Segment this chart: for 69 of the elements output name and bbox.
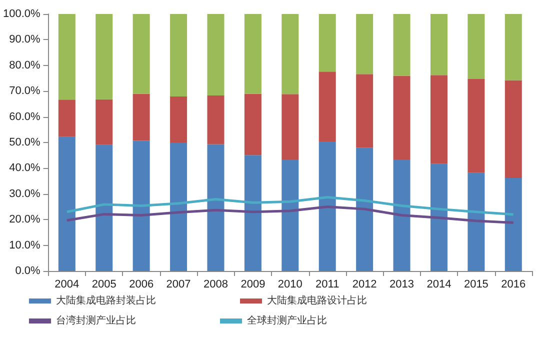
bar bbox=[468, 172, 485, 271]
bar bbox=[96, 14, 113, 100]
bar bbox=[468, 79, 485, 173]
y-tick-label: 20.0% bbox=[9, 214, 41, 226]
x-tick-label: 2011 bbox=[316, 278, 340, 290]
y-tick-label: 50.0% bbox=[9, 136, 41, 148]
bar bbox=[318, 141, 336, 271]
y-tick-label: 40.0% bbox=[9, 162, 41, 174]
x-tick-label: 2004 bbox=[54, 278, 80, 290]
bar bbox=[132, 94, 150, 141]
legend-label: 台湾封测产业占比 bbox=[56, 314, 136, 326]
y-tick-label: 80.0% bbox=[9, 59, 41, 72]
line-series bbox=[66, 196, 515, 216]
bar bbox=[393, 14, 410, 76]
y-tick-label: 10.0% bbox=[9, 239, 41, 252]
bar bbox=[318, 72, 336, 142]
bar bbox=[282, 14, 299, 94]
bar bbox=[318, 14, 336, 72]
x-tick-label: 2007 bbox=[166, 278, 191, 290]
bar bbox=[96, 144, 113, 271]
bar bbox=[468, 14, 485, 80]
bar bbox=[58, 136, 76, 271]
legend-label: 大陆集成电路设计占比 bbox=[267, 294, 367, 306]
bar bbox=[356, 74, 374, 148]
bar bbox=[356, 14, 374, 74]
bar bbox=[356, 148, 374, 271]
bar bbox=[504, 80, 522, 178]
bar bbox=[58, 14, 76, 100]
x-tick-label: 2009 bbox=[240, 278, 266, 290]
y-tick-label: 70.0% bbox=[9, 85, 41, 98]
x-tick-label: 2014 bbox=[426, 278, 452, 290]
x-tick-label: 2006 bbox=[129, 278, 154, 290]
bar bbox=[58, 100, 76, 137]
bar bbox=[282, 94, 299, 160]
bar bbox=[282, 159, 299, 271]
x-tick-label: 2005 bbox=[92, 278, 116, 290]
bar bbox=[244, 94, 262, 156]
bar bbox=[170, 14, 188, 96]
x-tick-label: 2013 bbox=[390, 278, 414, 290]
bar bbox=[393, 76, 410, 160]
bar bbox=[504, 14, 522, 80]
bar bbox=[244, 155, 262, 271]
line-series bbox=[66, 206, 515, 224]
bar bbox=[170, 142, 188, 271]
bar bbox=[430, 75, 448, 164]
y-tick-label: 30.0% bbox=[9, 188, 41, 200]
bar bbox=[207, 95, 224, 144]
y-tick-label: 60.0% bbox=[9, 110, 41, 123]
y-tick-label: 100.0% bbox=[2, 8, 41, 20]
bar bbox=[430, 164, 448, 271]
bar bbox=[504, 178, 522, 271]
x-tick-label: 2016 bbox=[501, 278, 526, 290]
bar bbox=[393, 159, 410, 271]
bar bbox=[244, 14, 262, 94]
bar bbox=[430, 14, 448, 76]
legend-label: 全球封测产业占比 bbox=[247, 314, 327, 326]
x-tick-label: 2010 bbox=[278, 278, 302, 290]
bar bbox=[207, 144, 224, 271]
bar bbox=[132, 14, 150, 94]
x-tick-label: 2008 bbox=[203, 278, 228, 290]
bar bbox=[207, 14, 224, 96]
x-tick-label: 2015 bbox=[464, 278, 488, 290]
legend-label: 大陆集成电路封装占比 bbox=[56, 294, 156, 306]
bar bbox=[170, 96, 188, 142]
y-tick-label: 0.0% bbox=[15, 265, 41, 277]
y-tick-label: 90.0% bbox=[9, 34, 41, 46]
x-tick-label: 2012 bbox=[352, 278, 377, 290]
bar bbox=[96, 99, 113, 145]
bar bbox=[132, 140, 150, 271]
